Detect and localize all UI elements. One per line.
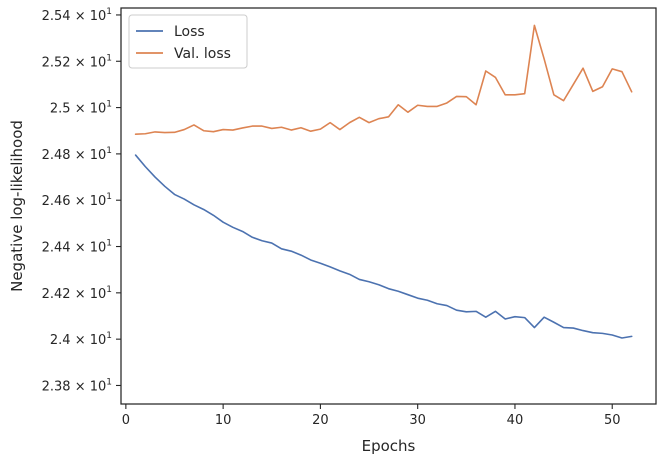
y-tick-exponent: 1 xyxy=(106,192,112,202)
x-tick-label: 40 xyxy=(507,413,524,428)
y-tick-exponent: 1 xyxy=(106,285,112,295)
y-tick-exponent: 1 xyxy=(106,53,112,63)
series-lines xyxy=(134,24,633,339)
y-tick-mantissa: 2.44 xyxy=(42,241,71,256)
series-line-1 xyxy=(134,154,633,339)
y-tick-exponent: 1 xyxy=(106,377,112,387)
y-axis-label: Negative log-likelihood xyxy=(8,120,26,292)
plot-frame xyxy=(120,7,657,405)
y-tick-label: 2.38 × 101 xyxy=(42,377,112,394)
y-tick-exponent: 1 xyxy=(106,146,112,156)
y-tick-label: 2.52 × 101 xyxy=(42,53,112,70)
y-tick-mantissa: 2.4 xyxy=(50,333,71,348)
legend-box xyxy=(128,14,248,69)
y-tick-label: 2.54 × 101 xyxy=(42,7,112,24)
y-tick-mantissa: 2.5 xyxy=(50,102,71,117)
y-tick-mantissa: 2.54 xyxy=(42,9,71,24)
y-tick-label: 2.4 × 101 xyxy=(50,331,112,348)
y-tick-exponent: 1 xyxy=(106,331,112,341)
y-tick-exponent: 1 xyxy=(106,7,112,17)
y-tick-label: 2.44 × 101 xyxy=(42,239,112,256)
x-tick-label: 50 xyxy=(604,413,621,428)
x-tick-label: 30 xyxy=(409,413,426,428)
y-tick-label: 2.5 × 101 xyxy=(50,100,112,117)
y-tick-mantissa: 2.42 xyxy=(42,287,71,302)
y-tick-mantissa: 2.46 xyxy=(42,194,71,209)
y-tick-label: 2.46 × 101 xyxy=(42,192,112,209)
y-tick-exponent: 1 xyxy=(106,239,112,249)
legend-label-1: Loss xyxy=(174,24,205,40)
x-tick-label: 20 xyxy=(312,413,329,428)
y-tick-label: 2.48 × 101 xyxy=(42,146,112,163)
legend: Loss Val. loss xyxy=(128,14,248,69)
y-tick-label: 2.42 × 101 xyxy=(42,285,112,302)
x-axis: 0 10 20 30 40 50 xyxy=(122,404,621,428)
legend-label-2: Val. loss xyxy=(174,46,231,62)
y-tick-mantissa: 2.48 xyxy=(42,148,71,163)
y-tick-exponent: 1 xyxy=(106,100,112,110)
x-axis-label: Epochs xyxy=(362,437,416,455)
y-tick-mantissa: 2.38 xyxy=(42,379,71,394)
x-tick-label: 10 xyxy=(215,413,232,428)
series-line-2 xyxy=(134,24,633,136)
y-tick-mantissa: 2.52 xyxy=(42,55,71,70)
x-tick-label: 0 xyxy=(122,413,130,428)
